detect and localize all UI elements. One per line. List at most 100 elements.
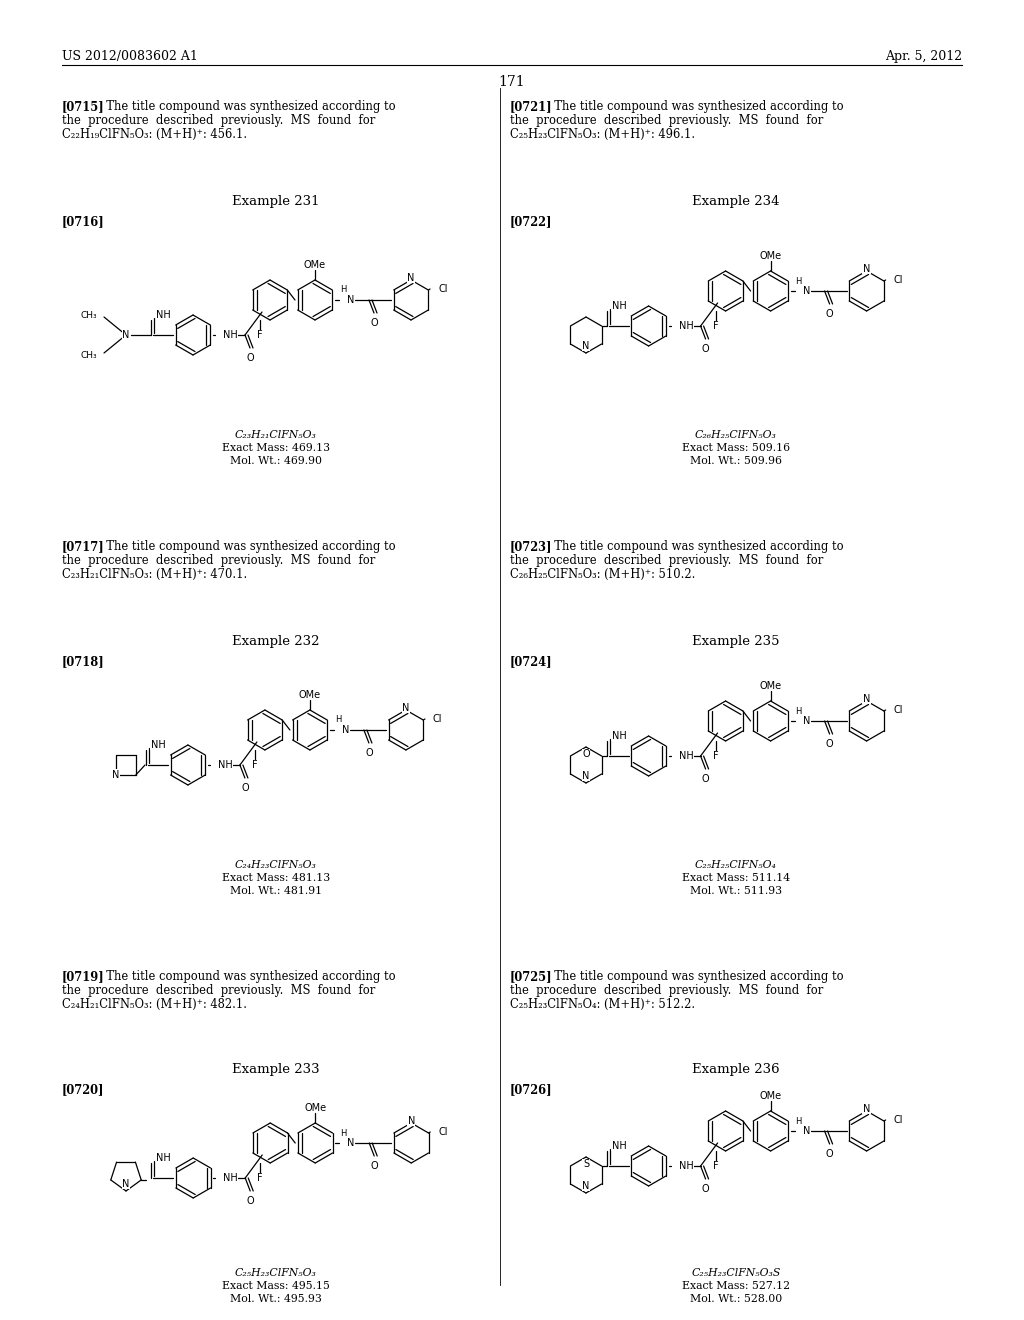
Text: O: O: [701, 1184, 710, 1195]
Text: N: N: [803, 715, 810, 726]
Text: OMe: OMe: [299, 690, 321, 700]
Text: Example 233: Example 233: [232, 1063, 319, 1076]
Text: Mol. Wt.: 528.00: Mol. Wt.: 528.00: [690, 1294, 782, 1304]
Text: H: H: [340, 1129, 346, 1138]
Text: C₂₆H₂₅ClFN₅O₃: (M+H)⁺: 510.2.: C₂₆H₂₅ClFN₅O₃: (M+H)⁺: 510.2.: [510, 568, 695, 581]
Text: NH: NH: [679, 1162, 693, 1171]
Text: CH₃: CH₃: [80, 351, 97, 359]
Text: F: F: [713, 321, 719, 331]
Text: [0722]: [0722]: [510, 215, 553, 228]
Text: F: F: [713, 1162, 719, 1171]
Text: NH: NH: [223, 1173, 238, 1183]
Text: the  procedure  described  previously.  MS  found  for: the procedure described previously. MS f…: [62, 114, 375, 127]
Text: N: N: [122, 1179, 130, 1189]
Text: Example 235: Example 235: [692, 635, 779, 648]
Text: [0724]: [0724]: [510, 655, 553, 668]
Text: Apr. 5, 2012: Apr. 5, 2012: [885, 50, 962, 63]
Text: Exact Mass: 469.13: Exact Mass: 469.13: [222, 444, 330, 453]
Text: NH: NH: [679, 751, 693, 762]
Text: [0721]: [0721]: [510, 100, 553, 114]
Text: Cl: Cl: [894, 275, 903, 285]
Text: Mol. Wt.: 481.91: Mol. Wt.: 481.91: [230, 886, 323, 896]
Text: Example 232: Example 232: [232, 635, 319, 648]
Text: O: O: [701, 774, 710, 784]
Text: the  procedure  described  previously.  MS  found  for: the procedure described previously. MS f…: [510, 554, 823, 568]
Text: CH₃: CH₃: [80, 310, 97, 319]
Text: Exact Mass: 481.13: Exact Mass: 481.13: [222, 873, 330, 883]
Text: Cl: Cl: [894, 1115, 903, 1125]
Text: S: S: [583, 1159, 589, 1170]
Text: N: N: [122, 330, 130, 341]
Text: N: N: [583, 771, 590, 781]
Text: Mol. Wt.: 469.90: Mol. Wt.: 469.90: [230, 455, 322, 466]
Text: H: H: [335, 715, 341, 725]
Text: O: O: [583, 748, 590, 759]
Text: Cl: Cl: [438, 284, 447, 294]
Text: N: N: [863, 1104, 870, 1114]
Text: NH: NH: [223, 330, 238, 341]
Text: N: N: [347, 1138, 354, 1148]
Text: C₂₆H₂₅ClFN₅O₃: C₂₆H₂₅ClFN₅O₃: [695, 430, 777, 440]
Text: H: H: [796, 1117, 802, 1126]
Text: O: O: [825, 739, 834, 748]
Text: N: N: [803, 1126, 810, 1137]
Text: O: O: [247, 1196, 254, 1206]
Text: F: F: [257, 1173, 263, 1183]
Text: OMe: OMe: [304, 1104, 327, 1113]
Text: The title compound was synthesized according to: The title compound was synthesized accor…: [99, 970, 395, 983]
Text: Exact Mass: 511.14: Exact Mass: 511.14: [682, 873, 791, 883]
Text: N: N: [863, 694, 870, 704]
Text: [0717]: [0717]: [62, 540, 104, 553]
Text: OMe: OMe: [760, 251, 781, 261]
Text: [0723]: [0723]: [510, 540, 553, 553]
Text: NH: NH: [611, 731, 627, 741]
Text: [0719]: [0719]: [62, 970, 104, 983]
Text: The title compound was synthesized according to: The title compound was synthesized accor…: [99, 540, 395, 553]
Text: N: N: [342, 725, 349, 735]
Text: NH: NH: [611, 301, 627, 312]
Text: C₂₃H₂₁ClFN₅O₃: C₂₃H₂₁ClFN₅O₃: [236, 430, 317, 440]
Text: [0720]: [0720]: [62, 1082, 104, 1096]
Text: NH: NH: [151, 741, 166, 750]
Text: 171: 171: [499, 75, 525, 88]
Text: Example 231: Example 231: [232, 195, 319, 209]
Text: O: O: [371, 318, 378, 327]
Text: H: H: [340, 285, 346, 294]
Text: N: N: [408, 273, 415, 282]
Text: Mol. Wt.: 511.93: Mol. Wt.: 511.93: [690, 886, 782, 896]
Text: OMe: OMe: [760, 1092, 781, 1101]
Text: Cl: Cl: [438, 1127, 447, 1137]
Text: OMe: OMe: [760, 681, 781, 690]
Text: Mol. Wt.: 495.93: Mol. Wt.: 495.93: [230, 1294, 322, 1304]
Text: N: N: [113, 770, 120, 780]
Text: H: H: [796, 706, 802, 715]
Text: H: H: [796, 276, 802, 285]
Text: O: O: [366, 748, 373, 758]
Text: N: N: [402, 704, 410, 713]
Text: Cl: Cl: [894, 705, 903, 715]
Text: [0725]: [0725]: [510, 970, 553, 983]
Text: C₂₂H₁₉ClFN₅O₃: (M+H)⁺: 456.1.: C₂₂H₁₉ClFN₅O₃: (M+H)⁺: 456.1.: [62, 128, 247, 141]
Text: C₂₄H₂₃ClFN₅O₃: C₂₄H₂₃ClFN₅O₃: [236, 861, 317, 870]
Text: NH: NH: [218, 760, 232, 770]
Text: NH: NH: [157, 1152, 171, 1163]
Text: NH: NH: [679, 321, 693, 331]
Text: [0726]: [0726]: [510, 1082, 553, 1096]
Text: Example 234: Example 234: [692, 195, 779, 209]
Text: N: N: [583, 1181, 590, 1191]
Text: the  procedure  described  previously.  MS  found  for: the procedure described previously. MS f…: [62, 983, 375, 997]
Text: F: F: [713, 751, 719, 762]
Text: The title compound was synthesized according to: The title compound was synthesized accor…: [547, 100, 844, 114]
Text: C₂₃H₂₁ClFN₅O₃: (M+H)⁺: 470.1.: C₂₃H₂₁ClFN₅O₃: (M+H)⁺: 470.1.: [62, 568, 247, 581]
Text: [0718]: [0718]: [62, 655, 104, 668]
Text: O: O: [371, 1162, 378, 1171]
Text: Exact Mass: 509.16: Exact Mass: 509.16: [682, 444, 791, 453]
Text: C₂₄H₂₁ClFN₅O₃: (M+H)⁺: 482.1.: C₂₄H₂₁ClFN₅O₃: (M+H)⁺: 482.1.: [62, 998, 247, 1011]
Text: Cl: Cl: [433, 714, 442, 723]
Text: Mol. Wt.: 509.96: Mol. Wt.: 509.96: [690, 455, 782, 466]
Text: C₂₅H₂₃ClFN₅O₄: (M+H)⁺: 512.2.: C₂₅H₂₃ClFN₅O₄: (M+H)⁺: 512.2.: [510, 998, 695, 1011]
Text: O: O: [825, 1148, 834, 1159]
Text: the  procedure  described  previously.  MS  found  for: the procedure described previously. MS f…: [510, 114, 823, 127]
Text: O: O: [701, 345, 710, 354]
Text: Example 236: Example 236: [692, 1063, 780, 1076]
